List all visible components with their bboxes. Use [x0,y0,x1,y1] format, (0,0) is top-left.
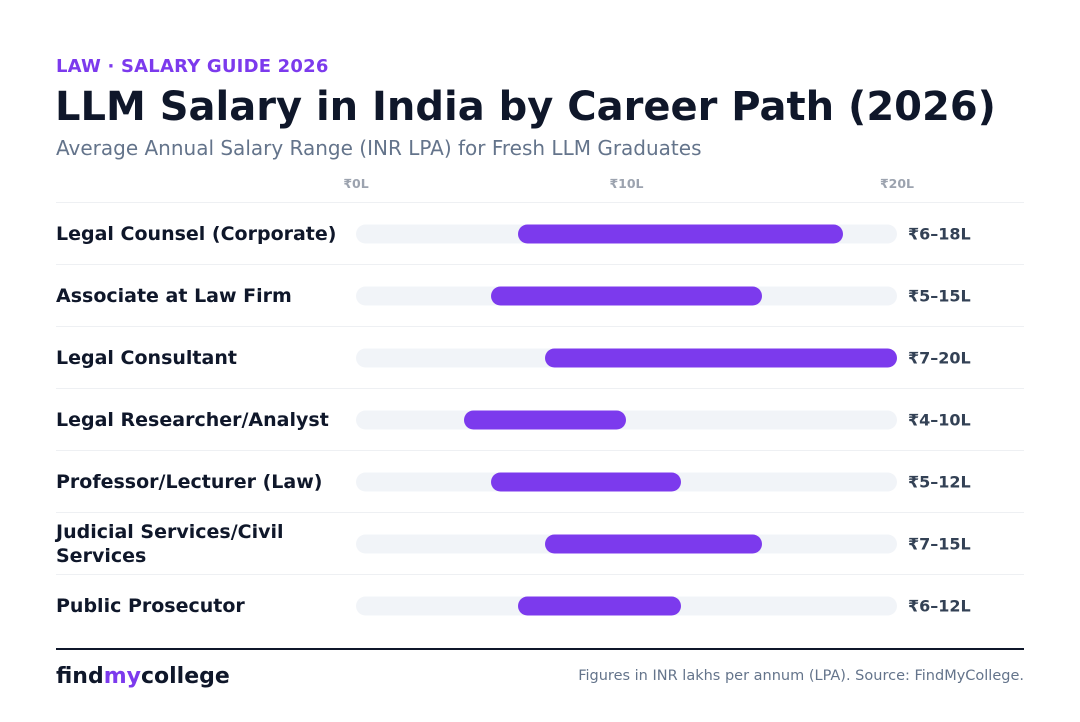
bar-track [356,224,897,243]
range-value-label: ₹7–15L [908,534,971,553]
salary-range-bar [545,534,762,553]
salary-range-bar [518,596,681,615]
logo-part-find: find [56,664,104,689]
chart-rows: Legal Counsel (Corporate) ₹6–18L Associate… [56,202,1024,636]
bar-track [356,472,897,491]
category-label: Legal Researcher/Analyst [56,408,329,431]
category-label: Associate at Law Firm [56,284,292,307]
logo-part-college: college [140,664,230,689]
source-note: Figures in INR lakhs per annum (LPA). So… [578,668,1024,684]
salary-range-bar [491,286,762,305]
salary-range-bar [518,224,843,243]
bar-track [356,596,897,615]
category-label: Professor/Lecturer (Law) [56,470,323,493]
chart-row: Judicial Services/Civil Services ₹7–15L [56,512,1024,574]
bar-track [356,410,897,429]
x-tick-label: ₹10L [609,176,644,191]
chart-subtitle: Average Annual Salary Range (INR LPA) fo… [56,136,702,160]
brand-logo: findmycollege [56,664,230,689]
logo-part-my: my [103,664,141,689]
range-value-label: ₹5–12L [908,472,971,491]
x-tick-label: ₹0L [343,176,369,191]
chart-title: LLM Salary in India by Career Path (2026… [55,84,996,130]
category-label: Judicial Services/Civil Services [56,520,284,567]
chart-row: Associate at Law Firm ₹5–15L [56,264,1024,326]
chart-row: Legal Counsel (Corporate) ₹6–18L [56,202,1024,264]
x-axis-ticks: ₹0L ₹10L ₹20L [0,176,1080,196]
category-label: Legal Consultant [56,346,237,369]
salary-range-bar [545,348,897,367]
footer-divider [56,648,1024,650]
bar-track [356,286,897,305]
range-value-label: ₹6–12L [908,596,971,615]
chart-row: Legal Researcher/Analyst ₹4–10L [56,388,1024,450]
salary-range-bar [491,472,681,491]
chart-row: Legal Consultant ₹7–20L [56,326,1024,388]
x-tick-label: ₹20L [879,176,915,191]
category-label: Legal Counsel (Corporate) [56,222,337,245]
range-value-label: ₹6–18L [908,224,971,243]
range-value-label: ₹7–20L [908,348,971,367]
category-label: Public Prosecutor [56,594,245,617]
salary-range-bar [464,410,627,429]
range-value-label: ₹4–10L [908,410,971,429]
chart-row: Public Prosecutor ₹6–12L [56,574,1024,636]
eyebrow-label: LAW · SALARY GUIDE 2026 [56,56,329,77]
bar-track [356,348,897,367]
bar-track [356,534,897,553]
chart-row: Professor/Lecturer (Law) ₹5–12L [56,450,1024,512]
range-value-label: ₹5–15L [908,286,971,305]
